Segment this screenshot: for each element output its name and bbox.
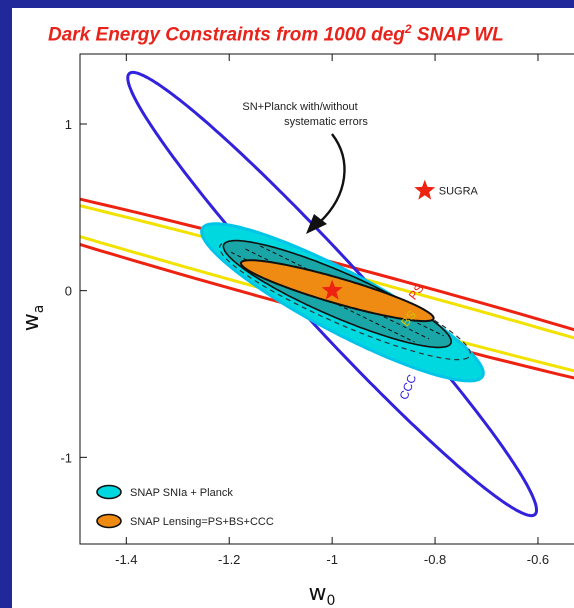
title-tail: SNAP WL [411, 24, 504, 46]
y-tick-label-1: 0 [65, 284, 72, 299]
contour-label-ccc: CCC [397, 372, 420, 402]
legend-swatch-1 [96, 513, 122, 529]
contour-ccc [126, 70, 538, 518]
legend-label-0: SNAP SNIa + Planck [130, 487, 233, 499]
legend-label-1: SNAP Lensing=PS+BS+CCC [130, 516, 274, 528]
annotation-arrow-head [306, 214, 327, 234]
core-dash-line-1 [245, 248, 430, 340]
legend: SNAP SNIa + Planck SNAP Lensing=PS+BS+CCC [96, 484, 274, 529]
annotation-line-2: systematic errors [284, 116, 368, 128]
annotation-arrow-shaft [319, 133, 346, 223]
contour-label-ps: PS [406, 281, 427, 302]
core-dash-line-0 [230, 251, 415, 343]
annotation-layer: SN+Planck with/without systematic errors [242, 101, 368, 234]
y-tick-label-2: 1 [65, 117, 72, 132]
x-axis-label: w0 [309, 581, 336, 608]
x-tick-label-3: -0.8 [424, 552, 446, 567]
x-tick-label-4: -0.6 [527, 552, 549, 567]
x-tick-label-0: -1.4 [115, 552, 137, 567]
contour-layer [80, 70, 574, 518]
title-text: Dark Energy Constraints from 1000 deg [48, 24, 405, 46]
sugra-star-marker [414, 179, 436, 200]
x-tick-label-2: -1 [326, 552, 338, 567]
y-axis-label: wa [19, 305, 47, 332]
y-tick-label-0: -1 [60, 450, 72, 465]
chart-title: Dark Energy Constraints from 1000 deg2 S… [48, 22, 504, 46]
axes: -1.4 -1.2 -1 -0.8 -0.6 -1 0 1 [60, 53, 574, 567]
fiducial-star-marker [321, 279, 343, 300]
contour-ps [80, 197, 574, 380]
contour-bs [80, 204, 574, 373]
sugra-label: SUGRA [439, 186, 479, 198]
title-superscript: 2 [404, 22, 412, 36]
legend-swatch-0 [96, 484, 122, 500]
contour-snap-snia-planck-no-systematics [218, 241, 471, 361]
annotation-line-1: SN+Planck with/without [242, 101, 357, 113]
x-tick-label-1: -1.2 [218, 552, 240, 567]
